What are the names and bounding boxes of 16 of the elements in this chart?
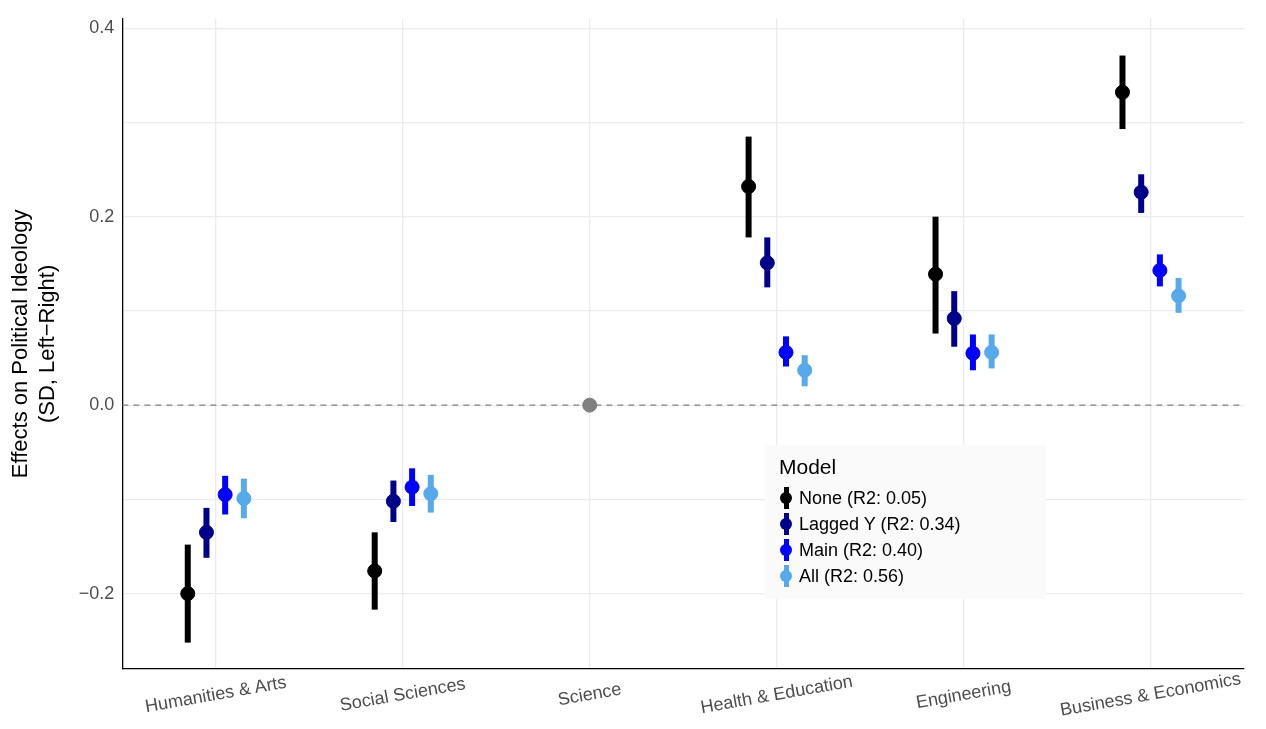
legend-label: Lagged Y (R2: 0.34) — [799, 513, 961, 535]
x-tick-label: Health & Education — [698, 670, 855, 718]
legend-label: Main (R2: 0.40) — [799, 539, 924, 561]
x-tick-label: Science — [556, 678, 623, 710]
legend-label: All (R2: 0.56) — [799, 565, 905, 587]
y-tick-label: 0.0 — [89, 394, 115, 415]
legend-title: Model — [779, 455, 838, 479]
x-tick-label: Humanities & Arts — [143, 671, 288, 717]
x-tick-label: Business & Economics — [1058, 668, 1243, 720]
y-tick-label: 0.4 — [89, 17, 115, 38]
y-tick-label: −0.2 — [78, 582, 115, 603]
x-tick-label: Social Sciences — [338, 673, 467, 715]
legend-label: None (R2: 0.05) — [799, 487, 928, 509]
y-tick-label: 0.2 — [89, 205, 115, 226]
y-axis-title: Effects on Political Ideology (SD, Left−Right) — [7, 209, 59, 479]
x-tick-label: Engineering — [914, 675, 1013, 713]
